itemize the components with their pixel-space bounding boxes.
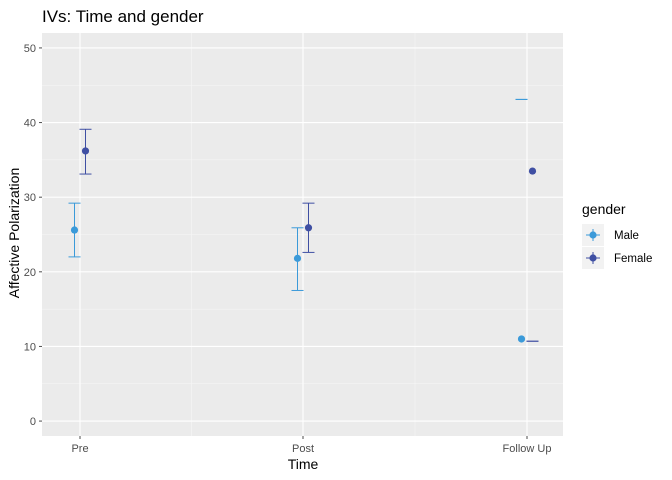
- chart-title: IVs: Time and gender: [42, 7, 204, 26]
- data-point: [528, 167, 537, 175]
- series-female: [79, 128, 539, 342]
- data-point: [304, 224, 313, 232]
- data-point: [81, 147, 90, 155]
- series-male: [68, 98, 528, 343]
- legend: gender Male Female: [582, 201, 652, 269]
- y-axis-title: Affective Polarization: [6, 168, 22, 298]
- legend-label: Male: [614, 230, 639, 242]
- legend-item-male: Male: [582, 224, 639, 246]
- x-tick-label: Pre: [71, 443, 88, 455]
- y-axis-ticks: 0 10 20 30 40 50: [24, 43, 42, 428]
- legend-key-point: [589, 231, 597, 239]
- x-axis-title: Time: [288, 456, 319, 472]
- y-tick-label: 10: [24, 341, 36, 353]
- legend-item-female: Female: [582, 247, 652, 269]
- data-point: [293, 254, 302, 262]
- legend-key-point: [589, 254, 597, 262]
- data-point: [70, 226, 79, 234]
- y-tick-label: 40: [24, 118, 36, 130]
- legend-label: Female: [614, 253, 652, 265]
- y-tick-label: 50: [24, 43, 36, 55]
- y-tick-label: 0: [30, 416, 36, 428]
- data-point: [517, 335, 526, 343]
- x-tick-label: Follow Up: [503, 443, 552, 455]
- legend-title: gender: [582, 201, 626, 217]
- major-gridlines: [42, 33, 563, 436]
- y-tick-label: 30: [24, 192, 36, 204]
- y-tick-label: 20: [24, 267, 36, 279]
- x-tick-label: Post: [292, 443, 314, 455]
- legend-items: Male Female: [582, 224, 652, 269]
- series-layer: [68, 98, 539, 343]
- x-axis-ticks: Pre Post Follow Up: [71, 436, 551, 455]
